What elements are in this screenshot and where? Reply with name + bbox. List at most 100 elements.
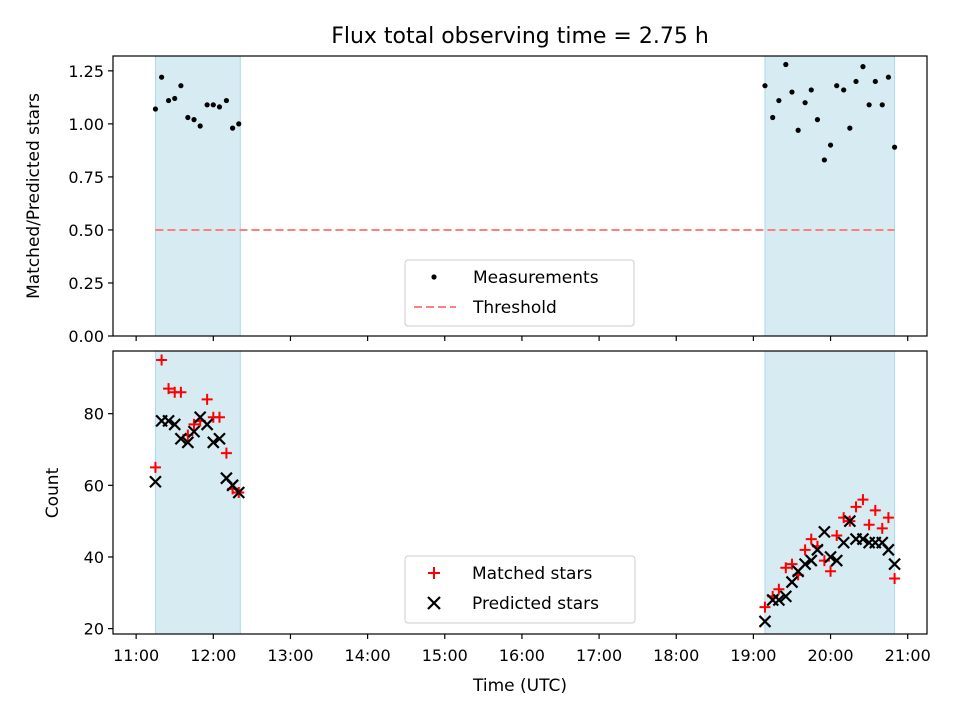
- legend-threshold-label: Threshold: [472, 298, 557, 318]
- legend-matched-marker: [428, 567, 440, 579]
- bottom-y-axis: 20 40 60 80: [84, 405, 113, 639]
- y-tick-label: 0.75: [68, 168, 104, 187]
- matched-star-point: [773, 583, 785, 595]
- matched-star-point: [163, 383, 175, 395]
- measurement-point: [165, 97, 172, 104]
- measurement-point: [847, 125, 853, 131]
- y-tick-label: 0.50: [68, 221, 104, 240]
- measurement-point: [795, 127, 801, 133]
- x-tick-label: 12:00: [190, 646, 236, 665]
- measurement-point: [159, 74, 165, 80]
- x-axis-label: Time (UTC): [472, 676, 567, 696]
- measurement-point: [834, 83, 840, 89]
- matched-star-point: [786, 558, 798, 570]
- top-y-axis-label: Matched/Predicted stars: [24, 93, 44, 299]
- y-tick-label: 80: [84, 405, 104, 424]
- bottom-y-axis-label: Count: [43, 467, 63, 518]
- measurement-point: [776, 97, 782, 104]
- measurement-point: [172, 95, 178, 102]
- top-axes-frame: [112, 55, 928, 337]
- x-tick-label: 21:00: [885, 646, 931, 665]
- predicted-star-point: [779, 590, 793, 603]
- x-tick-label: 17:00: [576, 646, 622, 665]
- matched-star-point: [882, 512, 894, 524]
- predicted-star-point: [811, 543, 824, 557]
- matched-star-point: [188, 418, 200, 430]
- y-tick-label: 1.00: [68, 115, 104, 134]
- x-tick-label: 14:00: [345, 646, 391, 665]
- measurement-point: [178, 83, 184, 89]
- matched-star-point: [805, 533, 817, 545]
- predicted-star-point: [168, 418, 182, 431]
- y-tick-label: 40: [84, 548, 104, 567]
- predicted-star-point: [818, 525, 831, 539]
- measurement-point: [191, 117, 197, 123]
- predicted-star-point: [232, 486, 246, 499]
- top-y-axis: 0.00 0.25 0.50 0.75 1.00 1.25: [68, 62, 113, 346]
- matched-star-point: [201, 393, 213, 405]
- x-tick-label: 19:00: [730, 646, 776, 665]
- predicted-star-point: [837, 536, 850, 549]
- predicted-star-point: [213, 432, 226, 446]
- predicted-star-point: [207, 436, 220, 449]
- measurement-point: [866, 102, 872, 108]
- matched-star-point: [799, 544, 811, 556]
- shaded-window-1: [154, 350, 241, 635]
- predicted-star-point: [888, 557, 901, 571]
- x-tick-label: 16:00: [499, 646, 545, 665]
- predicted-star-point: [804, 554, 818, 567]
- x-tick-label: 18:00: [653, 646, 699, 665]
- matched-star-point: [831, 529, 843, 541]
- measurement-point: [821, 157, 827, 163]
- matched-star-point: [759, 601, 771, 613]
- y-tick-label: 0.25: [68, 274, 104, 293]
- matched-star-point: [156, 354, 168, 366]
- measurement-point: [891, 144, 898, 150]
- measurement-point: [204, 102, 210, 108]
- measurement-point: [872, 78, 878, 85]
- x-tick-label: 11:00: [113, 646, 159, 665]
- predicted-star-point: [824, 550, 837, 564]
- x-tick-label: 20:00: [807, 646, 853, 665]
- matched-star-point: [213, 411, 225, 423]
- measurement-point: [860, 64, 866, 70]
- measurement-point: [210, 102, 216, 108]
- predicted-star-point: [162, 414, 175, 428]
- predicted-star-point: [149, 475, 162, 489]
- top-legend-frame: [404, 259, 635, 327]
- matched-star-point: [175, 386, 187, 398]
- matched-star-point: [220, 447, 232, 459]
- legend-predicted-marker: [427, 596, 441, 610]
- measurement-point: [236, 121, 242, 127]
- legend-predicted-label: Predicted stars: [472, 594, 599, 614]
- measurement-point: [223, 97, 230, 104]
- y-tick-label: 20: [84, 620, 104, 639]
- matched-star-point: [149, 461, 161, 473]
- measurement-point: [197, 123, 203, 129]
- matched-star-point: [876, 522, 888, 534]
- bottom-legend: Matched stars Predicted stars: [404, 555, 636, 624]
- predicted-star-point: [882, 543, 895, 557]
- measurement-point: [814, 117, 821, 123]
- shaded-window-2: [764, 55, 896, 337]
- shaded-window-2: [764, 350, 896, 635]
- matched-star-point: [825, 565, 837, 577]
- predicted-star-point: [200, 418, 214, 431]
- predicted-star-point: [181, 436, 195, 449]
- matched-star-point: [889, 572, 901, 584]
- measurement-point: [229, 125, 236, 131]
- predicted-star-point: [856, 532, 870, 546]
- predicted-star-point: [772, 593, 786, 607]
- measurement-point: [879, 102, 885, 108]
- measurement-point: [841, 87, 847, 93]
- measurement-point: [216, 104, 223, 110]
- predicted-star-point: [187, 425, 201, 438]
- measurement-point: [885, 74, 892, 80]
- measurement-point: [185, 114, 191, 121]
- measurement-point: [853, 78, 859, 85]
- predicted-star-point: [174, 432, 188, 446]
- measurement-point: [762, 83, 768, 89]
- measurement-point: [808, 87, 814, 93]
